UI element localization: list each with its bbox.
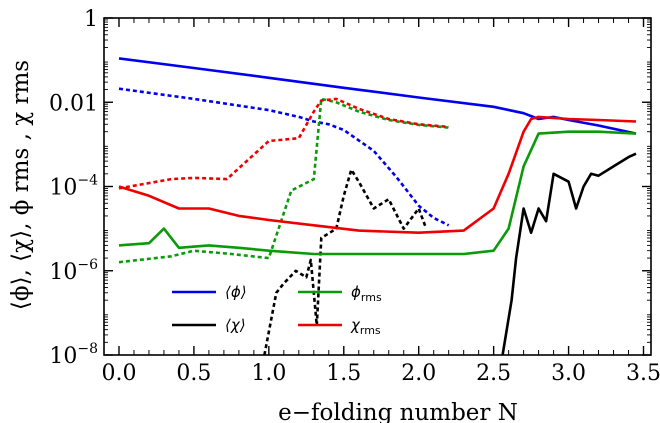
x-tick-label: 1.5 <box>326 361 361 386</box>
legend: ⟨ϕ⟩ ϕrms ⟨χ⟩ χrms <box>172 283 382 337</box>
legend-label-subscript: rms <box>360 324 381 337</box>
series-line-3 <box>263 168 428 355</box>
x-axis-label: e−folding number N <box>278 400 518 423</box>
series-line-1 <box>118 87 450 227</box>
y-tick-exponent: −6 <box>77 257 98 273</box>
series-line-5 <box>118 97 449 264</box>
series-line-7 <box>118 97 449 190</box>
x-tick-label: 0.5 <box>176 361 211 386</box>
y-tick-label: 10−8 <box>49 341 98 369</box>
legend-label-subscript: rms <box>361 291 382 304</box>
x-tick-label: 3.5 <box>626 361 660 386</box>
data-layer <box>118 57 637 355</box>
x-tick-label: 3.0 <box>551 361 586 386</box>
x-tick-label: 2.5 <box>476 361 511 386</box>
y-tick-label: 10−6 <box>49 257 98 285</box>
y-tick-exponent: −4 <box>77 173 98 189</box>
y-tick-label: 0.01 <box>49 91 98 116</box>
y-tick-exponent: −8 <box>77 341 98 357</box>
y-axis-label: ⟨ϕ⟩, ⟨χ⟩, ϕ rms , χ rms <box>8 60 34 310</box>
legend-label: ϕrms <box>351 283 382 304</box>
series-line-6 <box>118 115 637 234</box>
series-line-4 <box>118 130 637 256</box>
legend-label: ⟨χ⟩ <box>225 316 246 334</box>
y-tick-label: 1 <box>84 7 98 32</box>
legend-label: χrms <box>350 316 381 337</box>
x-tick-label: 0.0 <box>101 361 136 386</box>
x-tick-label: 2.0 <box>401 361 436 386</box>
y-tick-label: 10−4 <box>49 173 98 201</box>
x-tick-label: 1.0 <box>251 361 286 386</box>
series-line-2 <box>501 152 637 355</box>
legend-label: ⟨ϕ⟩ <box>225 283 247 301</box>
series-line-0 <box>118 57 637 135</box>
